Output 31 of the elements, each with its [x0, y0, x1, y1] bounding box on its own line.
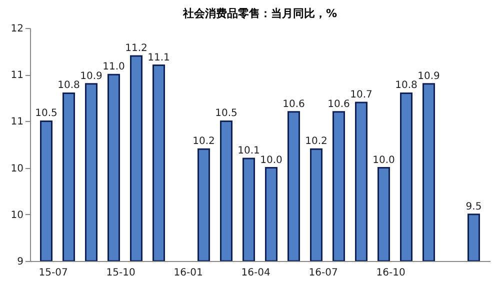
- x-tick-label: 16-04: [241, 268, 270, 278]
- x-tick-label: 15-10: [106, 268, 136, 278]
- data-label: 10.0: [260, 154, 282, 166]
- data-label: 10.5: [35, 108, 58, 120]
- chart-title: 社会消费品零售：当月同比，%: [182, 7, 338, 20]
- x-tick-label: 15-07: [38, 268, 68, 278]
- data-label: 10.6: [328, 98, 350, 110]
- y-tick-label: 11: [10, 116, 24, 128]
- y-tick-label: 11: [10, 70, 24, 82]
- data-label: 11.0: [102, 62, 125, 73]
- data-label: 10.8: [395, 80, 418, 92]
- data-label: 10.2: [305, 136, 328, 148]
- y-tick-label: 12: [10, 24, 24, 34]
- data-label: 9.5: [466, 201, 482, 212]
- data-label: 10.5: [215, 108, 238, 120]
- y-tick-label: 10: [10, 210, 24, 221]
- x-tick-label: 16-01: [174, 268, 203, 278]
- data-label: 10.9: [80, 70, 102, 82]
- data-label: 10.7: [350, 90, 372, 101]
- data-label: 10.8: [58, 80, 80, 92]
- y-tick-label: 10: [10, 163, 24, 174]
- x-tick-label: 16-10: [376, 268, 406, 278]
- data-label: 11.2: [125, 42, 148, 54]
- data-label: 10.9: [418, 70, 440, 82]
- data-label: 10.6: [282, 98, 305, 110]
- y-tick-label: 9: [17, 256, 24, 268]
- data-label: 10.2: [192, 136, 215, 148]
- data-label: 10.0: [372, 154, 395, 166]
- data-label: 11.1: [148, 52, 170, 64]
- x-tick-label: 16-07: [308, 268, 338, 278]
- data-label: 10.1: [238, 145, 260, 156]
